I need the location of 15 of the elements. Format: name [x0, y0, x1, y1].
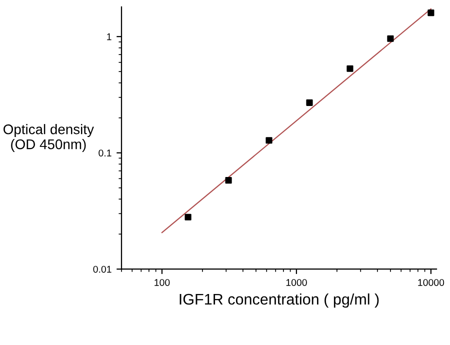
y-axis-title: Optical density (OD 450nm) — [4, 124, 94, 152]
point — [225, 177, 232, 184]
point — [184, 214, 192, 220]
x-tick-label: 100 — [154, 279, 170, 286]
point — [387, 35, 394, 42]
x-tick-label: 10000 — [418, 279, 444, 286]
point — [306, 99, 313, 106]
point — [346, 65, 354, 72]
point — [428, 10, 434, 16]
y-tick-label: 0.01 — [93, 266, 112, 273]
y-tick-label: 0.1 — [98, 150, 112, 156]
y-tick-label: 1 — [107, 33, 112, 40]
x-tick-label: 1000 — [286, 279, 307, 286]
x-axis-title: IGF1R concentration ( pg/ml ) — [180, 293, 379, 308]
point — [266, 137, 272, 144]
